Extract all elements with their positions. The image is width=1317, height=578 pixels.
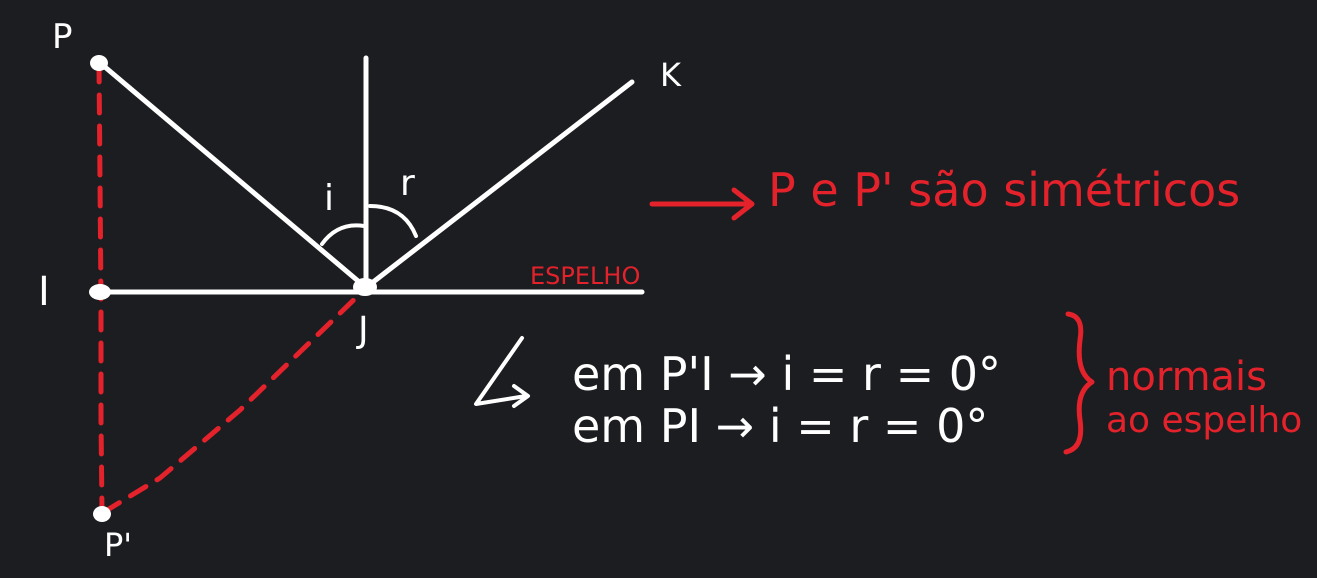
angle-i-arc [320,223,366,246]
mirror-label: ESPELHO [530,262,640,290]
label-J: J [356,310,369,351]
incident-ray [96,59,367,289]
virtual-ray-dashed-line [101,287,367,515]
label-P-prime: P' [104,526,132,564]
symmetry-dashed-line [96,61,105,515]
label-P: P [52,17,73,57]
curved-arrow-icon [474,336,530,408]
label-K: K [660,56,682,94]
label-angle-i: i [324,178,334,219]
symmetry-note: P e P' são simétricos [768,163,1240,217]
reflected-ray [365,79,635,289]
point-J [353,278,377,296]
equation-line-1: em P'I → i = r = 0° [572,347,1001,401]
point-I [89,284,111,300]
angle-r-arc [368,204,418,238]
equation-line-2: em PI → i = r = 0° [572,399,988,453]
bracket-note-line-2: ao espelho [1106,400,1302,441]
point-P [90,55,108,71]
label-I: I [38,269,50,315]
bracket-note-line-1: normais [1106,354,1267,400]
arrow-right-icon [649,187,755,221]
curly-brace-icon [1063,311,1095,455]
point-P-prime [93,506,111,522]
label-angle-r: r [400,163,415,204]
